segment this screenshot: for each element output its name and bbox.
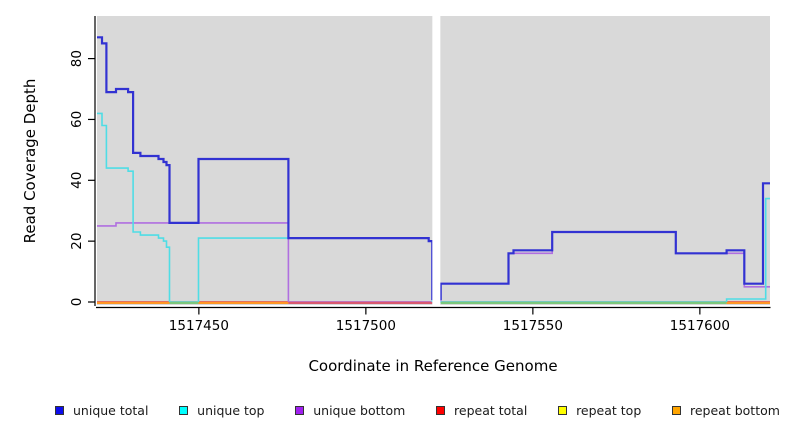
legend-swatch xyxy=(55,405,64,415)
legend-swatch xyxy=(436,405,446,415)
legend: unique total unique top unique bottom repea… xyxy=(0,399,792,421)
legend-item-unique-total: unique total xyxy=(55,403,148,418)
legend-item-unique-bottom: unique bottom xyxy=(295,403,405,418)
y-axis-title: Read Coverage Depth xyxy=(21,78,39,244)
legend-item-repeat-bottom: repeat bottom xyxy=(672,403,780,418)
legend-label: repeat total xyxy=(454,402,528,418)
y-tick-label: 60 xyxy=(69,111,85,128)
x-tick-label: 1517550 xyxy=(503,318,563,334)
legend-swatch xyxy=(558,405,568,415)
y-tick-label: 80 xyxy=(69,50,85,67)
x-tick-label: 1517500 xyxy=(336,318,396,334)
y-tick-label: 40 xyxy=(69,172,85,189)
x-tick-label: 1517450 xyxy=(169,318,229,334)
legend-item-repeat-total: repeat total xyxy=(436,403,527,418)
legend-label: unique total xyxy=(73,402,149,418)
series-unique-total xyxy=(97,36,770,301)
legend-label: repeat bottom xyxy=(690,402,780,418)
legend-swatch xyxy=(179,405,189,415)
x-axis-title: Coordinate in Reference Genome xyxy=(308,357,558,375)
legend-label: repeat top xyxy=(576,402,642,418)
y-tick-label: 20 xyxy=(69,233,85,250)
legend-item-repeat-top: repeat top xyxy=(558,403,641,418)
legend-label: unique bottom xyxy=(313,402,406,418)
legend-swatch xyxy=(672,405,681,415)
y-tick-label: 0 xyxy=(69,298,85,307)
legend-swatch xyxy=(295,405,305,415)
x-tick-label: 1517600 xyxy=(670,318,730,334)
legend-label: unique top xyxy=(197,402,265,418)
legend-item-unique-top: unique top xyxy=(179,403,264,418)
no-data-gap xyxy=(432,14,441,307)
